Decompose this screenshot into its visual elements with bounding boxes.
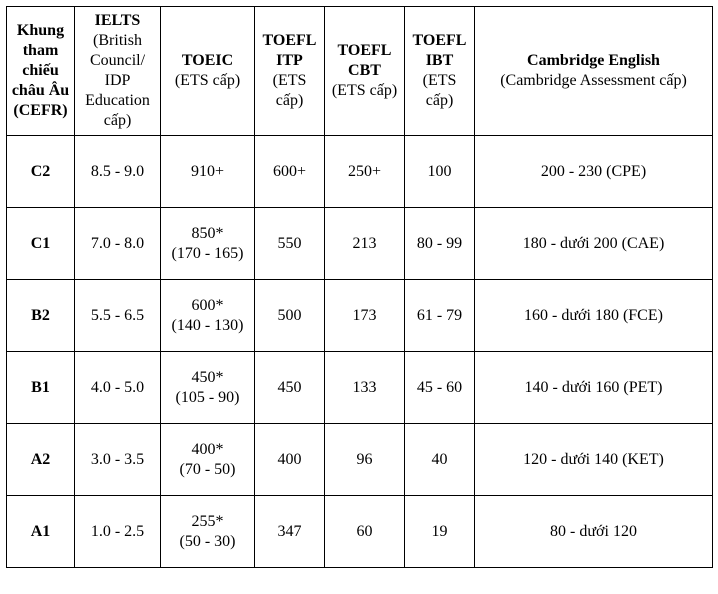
toefl-ibt-cell: 80 - 99 (405, 208, 475, 280)
toeic-sub: (105 - 90) (163, 388, 252, 408)
col-header-sub: (ETS cấp) (407, 71, 472, 111)
col-header-1: IELTS(British Council/ IDP Education cấp… (75, 7, 161, 136)
cefr-level-cell: A2 (7, 424, 75, 496)
toeic-cell: 910+ (161, 136, 255, 208)
toefl-cbt-cell: 250+ (325, 136, 405, 208)
table-row: C28.5 - 9.0910+600+250+100200 - 230 (CPE… (7, 136, 713, 208)
toefl-cbt-cell: 213 (325, 208, 405, 280)
toefl-itp-cell: 347 (255, 496, 325, 568)
col-header-0: Khung tham chiếu châu Âu (CEFR) (7, 7, 75, 136)
col-header-main: TOEFL IBT (407, 31, 472, 71)
col-header-sub: (ETS cấp) (327, 81, 402, 101)
toefl-itp-cell: 550 (255, 208, 325, 280)
ielts-cell: 8.5 - 9.0 (75, 136, 161, 208)
ielts-cell: 4.0 - 5.0 (75, 352, 161, 424)
table-row: B14.0 - 5.0450*(105 - 90)45013345 - 6014… (7, 352, 713, 424)
toeic-sub: (50 - 30) (163, 532, 252, 552)
toeic-main: 850* (163, 224, 252, 244)
toefl-itp-cell: 450 (255, 352, 325, 424)
cefr-level-cell: C1 (7, 208, 75, 280)
cambridge-cell: 200 - 230 (CPE) (475, 136, 713, 208)
col-header-main: IELTS (77, 11, 158, 31)
toefl-ibt-cell: 100 (405, 136, 475, 208)
toeic-cell: 450*(105 - 90) (161, 352, 255, 424)
toeic-main: 450* (163, 368, 252, 388)
col-header-main: TOEFL CBT (327, 41, 402, 81)
col-header-main: TOEIC (163, 51, 252, 71)
col-header-6: Cambridge English(Cambridge Assessment c… (475, 7, 713, 136)
table-body: C28.5 - 9.0910+600+250+100200 - 230 (CPE… (7, 136, 713, 568)
table-row: B25.5 - 6.5600*(140 - 130)50017361 - 791… (7, 280, 713, 352)
toefl-ibt-cell: 45 - 60 (405, 352, 475, 424)
col-header-2: TOEIC(ETS cấp) (161, 7, 255, 136)
cefr-level-cell: B2 (7, 280, 75, 352)
col-header-4: TOEFL CBT(ETS cấp) (325, 7, 405, 136)
cambridge-cell: 180 - dưới 200 (CAE) (475, 208, 713, 280)
col-header-main: Cambridge English (477, 51, 710, 71)
toeic-main: 910+ (163, 162, 252, 182)
toeic-main: 400* (163, 440, 252, 460)
toefl-itp-cell: 500 (255, 280, 325, 352)
cambridge-cell: 160 - dưới 180 (FCE) (475, 280, 713, 352)
toefl-cbt-cell: 173 (325, 280, 405, 352)
col-header-main: Khung tham chiếu châu Âu (CEFR) (9, 21, 72, 121)
ielts-cell: 3.0 - 3.5 (75, 424, 161, 496)
cefr-level-cell: A1 (7, 496, 75, 568)
cambridge-cell: 140 - dưới 160 (PET) (475, 352, 713, 424)
col-header-5: TOEFL IBT(ETS cấp) (405, 7, 475, 136)
cambridge-cell: 80 - dưới 120 (475, 496, 713, 568)
toeic-sub: (170 - 165) (163, 244, 252, 264)
cefr-level-cell: B1 (7, 352, 75, 424)
toeic-sub: (70 - 50) (163, 460, 252, 480)
toefl-cbt-cell: 60 (325, 496, 405, 568)
ielts-cell: 7.0 - 8.0 (75, 208, 161, 280)
col-header-3: TOEFL ITP(ETS cấp) (255, 7, 325, 136)
toeic-cell: 400*(70 - 50) (161, 424, 255, 496)
col-header-sub: (Cambridge Assessment cấp) (477, 71, 710, 91)
toefl-cbt-cell: 133 (325, 352, 405, 424)
cefr-level-cell: C2 (7, 136, 75, 208)
ielts-cell: 1.0 - 2.5 (75, 496, 161, 568)
toefl-itp-cell: 600+ (255, 136, 325, 208)
toefl-ibt-cell: 40 (405, 424, 475, 496)
toefl-ibt-cell: 19 (405, 496, 475, 568)
col-header-sub: (British Council/ IDP Education cấp) (77, 31, 158, 131)
col-header-sub: (ETS cấp) (257, 71, 322, 111)
toefl-ibt-cell: 61 - 79 (405, 280, 475, 352)
col-header-main: TOEFL ITP (257, 31, 322, 71)
toeic-sub: (140 - 130) (163, 316, 252, 336)
ielts-cell: 5.5 - 6.5 (75, 280, 161, 352)
toeic-cell: 255*(50 - 30) (161, 496, 255, 568)
table-row: A23.0 - 3.5400*(70 - 50)4009640120 - dướ… (7, 424, 713, 496)
toeic-main: 600* (163, 296, 252, 316)
table-row: A11.0 - 2.5255*(50 - 30)347601980 - dưới… (7, 496, 713, 568)
cambridge-cell: 120 - dưới 140 (KET) (475, 424, 713, 496)
col-header-sub: (ETS cấp) (163, 71, 252, 91)
table-header-row: Khung tham chiếu châu Âu (CEFR)IELTS(Bri… (7, 7, 713, 136)
toeic-cell: 600*(140 - 130) (161, 280, 255, 352)
toefl-itp-cell: 400 (255, 424, 325, 496)
toefl-cbt-cell: 96 (325, 424, 405, 496)
toeic-main: 255* (163, 512, 252, 532)
cefr-equivalence-table: Khung tham chiếu châu Âu (CEFR)IELTS(Bri… (6, 6, 713, 568)
table-row: C17.0 - 8.0850*(170 - 165)55021380 - 991… (7, 208, 713, 280)
toeic-cell: 850*(170 - 165) (161, 208, 255, 280)
